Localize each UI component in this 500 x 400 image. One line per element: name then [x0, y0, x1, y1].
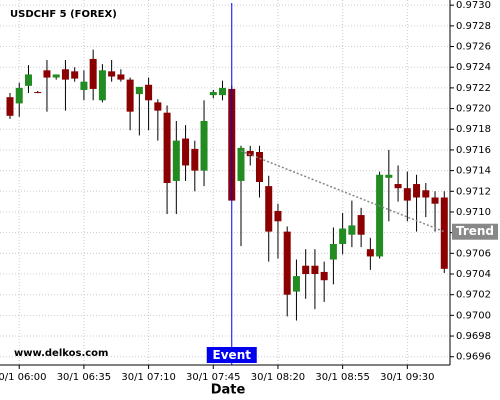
candle-body [219, 87, 227, 96]
candle-body [117, 74, 125, 80]
trend-label-box [452, 223, 498, 240]
candle-body [348, 225, 356, 235]
y-tick-label: 0.9700 [456, 310, 491, 321]
candle-body [209, 92, 217, 96]
candle-body [71, 71, 79, 79]
candle-body [43, 70, 51, 78]
y-tick-label: 0.9704 [456, 269, 491, 280]
x-tick-label: 30/1 08:55 [315, 372, 369, 383]
y-tick-label: 0.9716 [456, 145, 491, 156]
candle-body [376, 174, 384, 257]
x-tick-label: 30/1 08:20 [251, 372, 305, 383]
candle-body [61, 69, 69, 80]
y-tick-label: 0.9714 [456, 166, 491, 177]
candle-body [394, 184, 402, 189]
candle-body [24, 74, 32, 86]
candle-body [15, 87, 23, 104]
y-tick-label: 0.9710 [456, 207, 491, 218]
candle-body [200, 120, 208, 171]
plot [0, 0, 450, 365]
candle-body [339, 228, 347, 245]
candle-body [311, 265, 319, 275]
candle-body [440, 197, 448, 269]
candle-body [52, 74, 60, 78]
candle-body [431, 197, 439, 204]
trend-label: Trend [456, 224, 494, 238]
y-tick-label: 0.9724 [456, 62, 491, 73]
candle-body [320, 271, 328, 281]
y-tick-label: 0.9720 [456, 104, 491, 115]
candle-body [80, 81, 88, 90]
candle-body [283, 231, 291, 295]
y-tick-label: 0.9730 [456, 0, 491, 11]
candle-body [191, 148, 199, 171]
y-tick-label: 0.9718 [456, 124, 491, 135]
candle-body [255, 151, 263, 182]
candle-body [172, 140, 180, 181]
event-label: Event [213, 348, 252, 362]
x-tick-label: 30/1 07:45 [186, 372, 240, 383]
candle-body [366, 249, 374, 257]
candle-body [246, 150, 254, 157]
y-tick-label: 0.9726 [456, 42, 491, 53]
trend-line [240, 150, 445, 233]
candle-body [274, 210, 282, 222]
candle-body [154, 102, 162, 111]
candle-body [302, 265, 310, 275]
candle-body [34, 92, 42, 94]
x-axis-title: Date [211, 383, 246, 398]
candle-body [292, 276, 300, 292]
candle-body [413, 184, 421, 198]
candle-body [135, 86, 143, 95]
y-tick-label: 0.9702 [456, 290, 491, 301]
candle-body [145, 84, 153, 101]
y-tick-label: 0.9698 [456, 331, 491, 342]
x-tick-label: 30/1 06:35 [57, 372, 111, 383]
candle-body [403, 188, 411, 201]
x-tick-label: 30/1 09:30 [380, 372, 434, 383]
candle-body [108, 71, 116, 77]
event-label-box [206, 347, 257, 363]
candle-body [329, 244, 337, 260]
candle-body [89, 58, 97, 89]
candle-body [126, 79, 134, 112]
candle-body [385, 174, 393, 178]
candle-body [98, 70, 106, 101]
candle-body [237, 147, 245, 181]
candle-body [182, 138, 190, 166]
y-tick-label: 0.9706 [456, 248, 491, 259]
x-tick-label: 30/1 06:00 [0, 372, 46, 383]
y-tick-label: 0.9696 [456, 352, 491, 363]
chart-title: USDCHF 5 (FOREX) [10, 9, 117, 20]
candle-body [357, 215, 365, 235]
candle-body [163, 112, 171, 184]
candle-body [265, 186, 273, 232]
watermark: www.delkos.com [14, 348, 108, 359]
y-tick-label: 0.9712 [456, 186, 491, 197]
candle-body [6, 97, 14, 116]
x-tick-label: 30/1 07:10 [121, 372, 175, 383]
y-tick-label: 0.9722 [456, 83, 491, 94]
candle-body [422, 190, 430, 198]
y-tick-label: 0.9728 [456, 21, 491, 32]
